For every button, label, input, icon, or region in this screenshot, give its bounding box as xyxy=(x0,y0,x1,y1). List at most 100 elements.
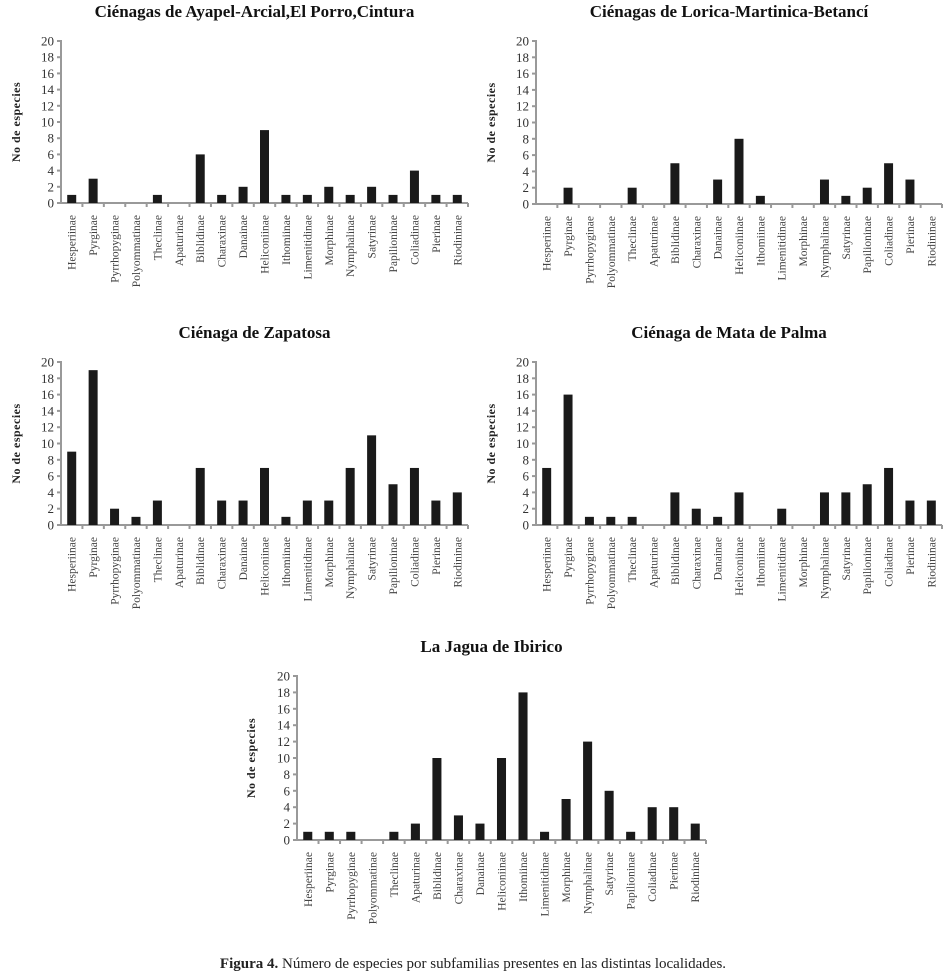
y-tick-label: 16 xyxy=(277,701,291,716)
x-tick-label: Riodininae xyxy=(926,216,938,266)
y-tick-label: 14 xyxy=(277,718,291,733)
x-tick-label: Papilioninae xyxy=(388,537,400,595)
x-tick-label: Polyommatinae xyxy=(606,537,618,609)
y-tick-label: 18 xyxy=(516,371,529,386)
bar-satyrinae xyxy=(841,195,851,204)
bar-satyrinae xyxy=(367,435,377,525)
chart-svg: La Jagua de Ibirico No de especies 0 24 6810… xyxy=(244,637,707,924)
x-tick-label: Riodininae xyxy=(926,537,938,587)
x-tick-label: Coliadinae xyxy=(884,537,896,587)
y-tick-label: 20 xyxy=(516,34,529,49)
y-axis-label: No de especies xyxy=(9,403,23,483)
y-tick-label: 4 xyxy=(284,800,291,815)
x-tick-label: Morphinae xyxy=(798,216,810,266)
bar-morphinae xyxy=(324,186,334,203)
bar-hesperiinae xyxy=(542,467,552,525)
x-tick-label: Pierinae xyxy=(905,216,917,254)
bar-nymphalinae xyxy=(819,492,829,525)
x-tick-label: Charaxinae xyxy=(217,215,229,267)
x-tick-label: Pyrrhopyginae xyxy=(584,537,596,605)
bar-coliadinae xyxy=(409,467,419,525)
x-tick-label: Hesperiinae xyxy=(542,216,554,271)
x-tick-label: Theclinae xyxy=(627,216,639,261)
bar-nymphalinae xyxy=(345,467,355,525)
y-tick-label: 18 xyxy=(41,50,54,65)
x-tick-label: Danainae xyxy=(713,216,725,259)
bar-theclinae xyxy=(627,516,637,525)
bar-pierinae xyxy=(905,179,915,204)
x-tick-label: Pyrginae xyxy=(88,215,100,256)
x-tick-label: Riodininae xyxy=(690,852,702,902)
bar-riodininae xyxy=(452,492,462,525)
x-tick-label: Hesperiinae xyxy=(67,537,79,592)
y-tick-label: 14 xyxy=(516,403,530,418)
x-tick-label: Satyrinae xyxy=(841,216,853,259)
bar-limenitidinae xyxy=(302,194,312,203)
bar-riodininae xyxy=(690,823,700,840)
x-tick-label: Papilioninae xyxy=(626,852,638,910)
bar-nymphalinae xyxy=(819,179,829,204)
y-tick-label: 14 xyxy=(41,82,55,97)
x-tick-label: Satyrinae xyxy=(367,537,379,580)
bar-coliadinae xyxy=(409,170,419,203)
bar-papilioninae xyxy=(862,187,872,204)
bar-satyrinae xyxy=(604,790,614,840)
x-tick-label: Limenitidinae xyxy=(302,537,314,602)
x-tick-label: Theclinae xyxy=(152,215,164,260)
bar-heliconiinae xyxy=(496,758,507,840)
y-tick-label: 10 xyxy=(41,436,54,451)
x-tick-label: Riodininae xyxy=(452,537,464,587)
x-tick-label: Nymphalinae xyxy=(819,537,831,599)
bar-heliconiinae xyxy=(734,138,744,204)
x-tick-label: Polyommatinae xyxy=(131,537,143,609)
x-tick-label: Limenitidinae xyxy=(777,216,789,281)
bar-theclinae xyxy=(152,500,162,525)
x-tick-label: Pierinae xyxy=(431,215,443,253)
x-tick-label: Theclinae xyxy=(389,852,401,897)
x-tick-label: Ithomiinae xyxy=(518,852,530,902)
bar-heliconiinae xyxy=(260,130,269,203)
chart-svg: Ciénaga de Zapatosa No de especies 0 246 810… xyxy=(9,323,469,609)
y-tick-label: 10 xyxy=(277,751,290,766)
chart-svg: Ciénaga de Mata de Palma No de especies 0 2… xyxy=(484,323,943,609)
caption-label: Figura 4. xyxy=(219,956,279,972)
x-tick-label: Nymphalinae xyxy=(819,216,831,278)
y-axis-label: No de especies xyxy=(484,82,498,162)
y-tick-label: 16 xyxy=(516,66,530,81)
x-tick-label: Apaturinae xyxy=(649,537,661,588)
x-tick-label: Pyrrhopyginae xyxy=(346,852,358,920)
bar-biblidinae xyxy=(432,758,442,840)
x-tick-label: Hesperiinae xyxy=(67,215,79,270)
bar-limenitidinae xyxy=(540,831,550,840)
x-tick-label: Pyrginae xyxy=(324,852,336,893)
bar-nymphalinae xyxy=(583,741,593,840)
x-tick-label: Biblidinae xyxy=(195,537,207,585)
x-tick-label: Pierinae xyxy=(431,537,443,575)
y-tick-label: 10 xyxy=(516,115,529,130)
y-tick-label: 0 xyxy=(48,196,55,211)
bar-danainae xyxy=(475,823,485,840)
x-tick-label: Apaturinae xyxy=(174,215,186,266)
bar-papilioninae xyxy=(626,831,636,840)
bar-polyommatinae xyxy=(131,516,141,525)
x-tick-label: Apaturinae xyxy=(649,216,661,267)
x-tick-label: Ithomiinae xyxy=(755,216,767,266)
bar-pierinae xyxy=(905,500,915,525)
x-tick-label: Papilioninae xyxy=(862,537,874,595)
x-tick-label: Papilioninae xyxy=(862,216,874,274)
bar-danainae xyxy=(713,179,723,204)
bar-charaxinae xyxy=(217,194,227,203)
y-tick-label: 8 xyxy=(523,131,530,146)
y-tick-label: 6 xyxy=(48,147,55,162)
bar-coliadinae xyxy=(884,163,894,204)
y-tick-label: 18 xyxy=(41,371,54,386)
bar-ithomiinae xyxy=(281,194,291,203)
x-tick-label: Satyrinae xyxy=(841,537,853,580)
x-tick-label: Coliadinae xyxy=(884,216,896,266)
y-tick-label: 10 xyxy=(516,436,529,451)
chart-title: Ciénaga de Mata de Palma xyxy=(631,323,827,342)
bar-papilioninae xyxy=(388,484,398,525)
x-tick-label: Theclinae xyxy=(152,537,164,582)
x-tick-label: Danainae xyxy=(238,215,250,258)
bar-nymphalinae xyxy=(345,194,355,203)
